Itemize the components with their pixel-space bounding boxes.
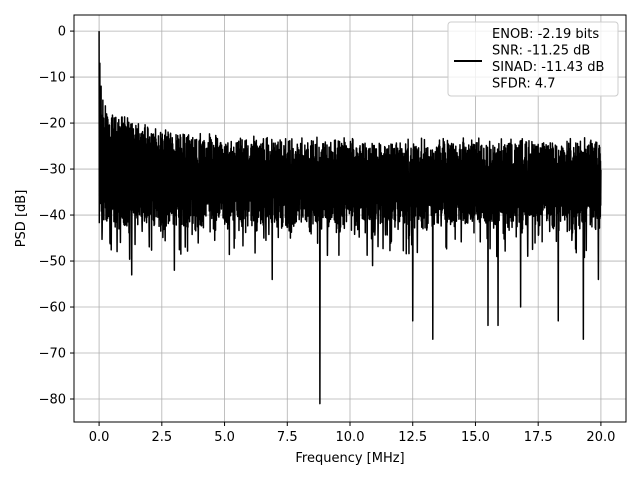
legend-entry-line: SFDR: 4.7: [492, 77, 556, 92]
plot-area: [98, 31, 602, 405]
x-tick-label: 12.5: [398, 430, 427, 445]
x-tick-label: 17.5: [524, 430, 553, 445]
y-ticks: 0 −10 −20 −30 −40 −50 −60 −70 −80: [39, 25, 74, 408]
x-tick-label: 10.0: [336, 430, 365, 445]
y-tick-label: −40: [39, 209, 66, 224]
x-axis-label: Frequency [MHz]: [295, 451, 404, 466]
y-axis-label: PSD [dB]: [14, 190, 29, 248]
x-tick-label: 5.0: [214, 430, 235, 445]
x-tick-label: 2.5: [151, 430, 172, 445]
y-tick-label: 0: [58, 25, 66, 40]
x-tick-label: 0.0: [89, 430, 110, 445]
legend-box: [447, 21, 619, 97]
y-tick-label: −50: [39, 255, 66, 270]
psd-series-line: [98, 31, 602, 405]
legend-entry-line: ENOB: -2.19 bits: [492, 27, 599, 42]
y-tick-label: −30: [39, 163, 66, 178]
y-tick-label: −80: [39, 393, 66, 408]
y-tick-label: −20: [39, 117, 66, 132]
legend-entry-line: SINAD: -11.43 dB: [492, 60, 604, 75]
x-tick-label: 15.0: [461, 430, 490, 445]
y-tick-label: −10: [39, 71, 66, 86]
x-ticks: 0.0 2.5 5.0 7.5 10.0 12.5 15.0 17.5 20.0: [89, 422, 615, 445]
x-tick-label: 20.0: [586, 430, 615, 445]
y-tick-label: −70: [39, 347, 66, 362]
x-tick-label: 7.5: [277, 430, 298, 445]
y-tick-label: −60: [39, 301, 66, 316]
legend-entry-line: SNR: -11.25 dB: [492, 44, 590, 59]
